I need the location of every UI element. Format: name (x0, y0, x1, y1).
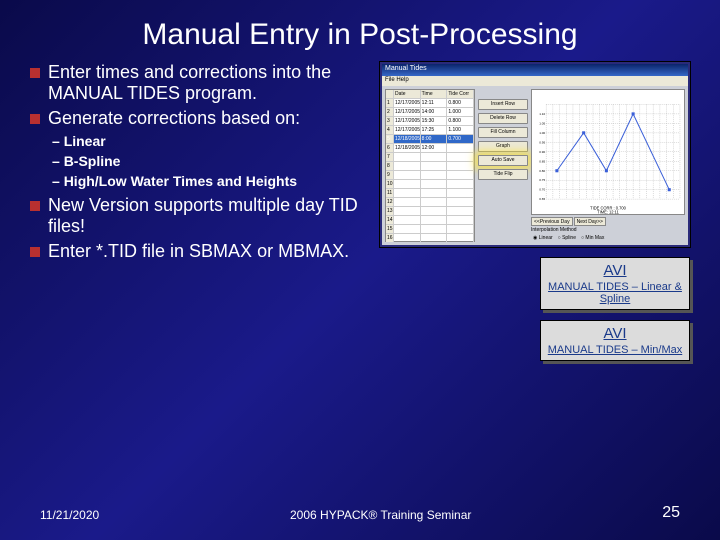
bullet-4: Enter *.TID file in SBMAX or MBMAX. (30, 241, 370, 262)
sub-bullet-3: High/Low Water Times and Heights (52, 173, 370, 189)
table-row[interactable]: 10 (386, 179, 474, 188)
auto-save-button[interactable]: Auto Save (478, 155, 528, 166)
bullet-2: Generate corrections based on: (30, 108, 370, 129)
bullet-text: Enter times and corrections into the MAN… (48, 62, 370, 104)
bullet-3: New Version supports multiple day TID fi… (30, 195, 370, 237)
avi-subtitle: MANUAL TIDES – Linear & Spline (543, 281, 687, 305)
svg-text:0.70: 0.70 (539, 188, 545, 192)
avi-title: AVI (543, 262, 687, 279)
th-time: Time (421, 90, 448, 98)
radio-minmax[interactable]: ○ Min Max (579, 234, 606, 243)
app-screenshot: Manual Tides File Help Date Time Tide Co… (380, 62, 690, 247)
table-row[interactable]: 13 (386, 206, 474, 215)
table-header: Date Time Tide Corr (386, 90, 474, 98)
table-row[interactable]: 7 (386, 152, 474, 161)
svg-text:0.90: 0.90 (539, 150, 545, 154)
graph-controls: <<Previous Day Next Day>> Interpolation … (531, 215, 685, 243)
sub-bullet-1: Linear (52, 133, 370, 149)
table-row[interactable]: 12 (386, 197, 474, 206)
table-row[interactable]: 112/17/200512:110.800 (386, 98, 474, 107)
table-row[interactable]: 9 (386, 170, 474, 179)
table-row[interactable]: 412/17/200517:251.100 (386, 125, 474, 134)
svg-text:0.75: 0.75 (539, 178, 545, 182)
table-row[interactable]: 612/18/200512:00 (386, 143, 474, 152)
button-column: Insert Row Delete Row Fill Column Graph … (478, 89, 528, 242)
svg-text:0.95: 0.95 (539, 140, 545, 144)
th-date: Date (394, 90, 421, 98)
interp-method-label: Interpolation Method (531, 227, 685, 233)
sub-bullet-2: B-Spline (52, 153, 370, 169)
right-column: Manual Tides File Help Date Time Tide Co… (370, 62, 690, 361)
th-corr: Tide Corr (447, 90, 474, 98)
data-table: Date Time Tide Corr 112/17/200512:110.80… (385, 89, 475, 242)
svg-text:1.00: 1.00 (539, 131, 545, 135)
avi-link-1[interactable]: AVI MANUAL TIDES – Linear & Spline (540, 257, 690, 310)
fill-column-button[interactable]: Fill Column (478, 127, 528, 138)
graph-panel: 0.65 0.70 0.75 0.80 0.85 0.90 0.95 1.00 1.05 1.10… (531, 89, 685, 242)
footer-page: 25 (662, 504, 680, 522)
svg-text:TIME: 12:11: TIME: 12:11 (597, 210, 619, 214)
radio-spline[interactable]: ○ Spline (556, 234, 578, 243)
table-row[interactable]: 16 (386, 233, 474, 242)
insert-row-button[interactable]: Insert Row (478, 99, 528, 110)
footer-center: 2006 HYPACK® Training Seminar (290, 508, 471, 522)
avi-subtitle: MANUAL TIDES – Min/Max (543, 344, 687, 356)
table-row[interactable]: 212/17/200514:001.000 (386, 107, 474, 116)
bullet-text: Generate corrections based on: (48, 108, 300, 129)
avi-title: AVI (543, 325, 687, 342)
sub-bullet-list: Linear B-Spline High/Low Water Times and… (52, 133, 370, 189)
th-n (386, 90, 394, 98)
table-row[interactable]: 15 (386, 224, 474, 233)
window-titlebar: Manual Tides (382, 64, 688, 76)
text-column: Enter times and corrections into the MAN… (30, 62, 370, 361)
table-row[interactable]: 512/18/20058:000.700 (386, 134, 474, 143)
table-row[interactable]: 8 (386, 161, 474, 170)
avi-link-2[interactable]: AVI MANUAL TIDES – Min/Max (540, 320, 690, 361)
table-row[interactable]: 312/17/200515:300.800 (386, 116, 474, 125)
bullet-marker (30, 201, 40, 211)
svg-text:1.10: 1.10 (539, 112, 545, 116)
tide-graph: 0.65 0.70 0.75 0.80 0.85 0.90 0.95 1.00 1.05 1.10… (531, 89, 685, 215)
bullet-marker (30, 247, 40, 257)
tide-flip-button[interactable]: Tide Flip (478, 169, 528, 180)
radio-linear[interactable]: ◉ Linear (531, 234, 555, 243)
window-menubar: File Help (382, 76, 688, 86)
bullet-text: New Version supports multiple day TID fi… (48, 195, 370, 237)
content-area: Enter times and corrections into the MAN… (0, 62, 720, 361)
footer-date: 11/21/2020 (40, 508, 99, 522)
prev-day-button[interactable]: <<Previous Day (531, 217, 573, 226)
delete-row-button[interactable]: Delete Row (478, 113, 528, 124)
svg-text:1.05: 1.05 (539, 121, 545, 125)
svg-text:0.65: 0.65 (539, 197, 545, 201)
svg-text:0.80: 0.80 (539, 169, 545, 173)
table-row[interactable]: 14 (386, 215, 474, 224)
table-row[interactable]: 11 (386, 188, 474, 197)
bullet-1: Enter times and corrections into the MAN… (30, 62, 370, 104)
bullet-text: Enter *.TID file in SBMAX or MBMAX. (48, 241, 349, 262)
graph-button[interactable]: Graph (478, 141, 528, 152)
slide-footer: 11/21/2020 2006 HYPACK® Training Seminar… (0, 504, 720, 522)
window-body: Date Time Tide Corr 112/17/200512:110.80… (382, 86, 688, 245)
bullet-marker (30, 68, 40, 78)
slide-title: Manual Entry in Post-Processing (0, 0, 720, 62)
next-day-button[interactable]: Next Day>> (574, 217, 606, 226)
bullet-marker (30, 114, 40, 124)
svg-text:0.85: 0.85 (539, 159, 545, 163)
